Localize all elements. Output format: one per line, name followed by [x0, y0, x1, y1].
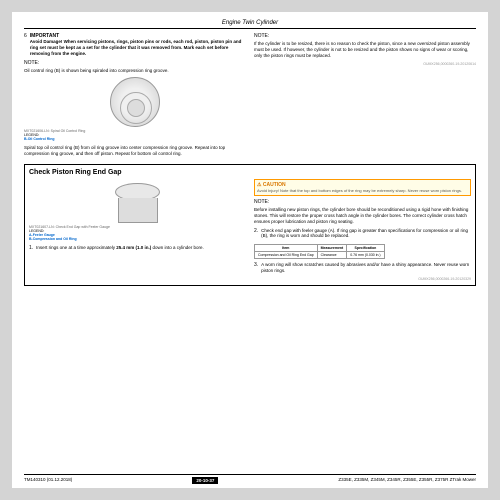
- s2-right: CAUTION Avoid Injury! Note that the top …: [254, 179, 471, 281]
- right-col: NOTE: If the cylinder is to be resized, …: [254, 33, 476, 160]
- page-header: Engine Twin Cylinder: [24, 20, 476, 29]
- rnote-label: NOTE:: [254, 33, 476, 39]
- step1: 1. Insert rings one at a time approximat…: [29, 245, 246, 254]
- spiral-desc: Spiral top oil control ring (B) from oil…: [24, 145, 246, 157]
- model-list: Z335E, Z335M, Z345M, Z345R, Z355E, Z355R…: [338, 477, 476, 484]
- left-col: 6 IMPORTANT Avoid Damage! When servicing…: [24, 33, 246, 160]
- section-title: Check Piston Ring End Gap: [29, 169, 471, 176]
- s2-left: MXT021607-LN: Check End Gap with Feeler …: [29, 179, 246, 281]
- fig1-legend: LEGEND:B-Oil Control Ring: [24, 133, 246, 141]
- doc-id: TM140310 (01.12.2018): [24, 477, 72, 484]
- rnote-text: If the cylinder is to be resized, there …: [254, 41, 476, 59]
- note-text: Oil control ring (B) is shown being spir…: [24, 68, 246, 74]
- caution-text: Avoid Injury! Note that the top and bott…: [257, 188, 468, 193]
- ref1: OUMX256,0000260-19-20120614: [254, 62, 476, 66]
- page-number: 20-10-37: [192, 477, 218, 484]
- note-label: NOTE:: [24, 60, 246, 66]
- s2-note: NOTE:: [254, 199, 471, 205]
- figure-2: MXT021607-LN: Check End Gap with Feeler …: [29, 183, 246, 241]
- s2-note-text: Before installing new piston rings, the …: [254, 207, 471, 225]
- ref2: OUMX256,0000266-19-20120329: [254, 277, 471, 281]
- fig2-legend: LEGEND:A-Feeler GaugeB-Compression and O…: [29, 229, 246, 241]
- step3: 3.A worn ring will show scratches caused…: [254, 262, 471, 277]
- caution-box: CAUTION Avoid Injury! Note that the top …: [254, 179, 471, 196]
- step2: 2.Check end gap with feeler gauge (A). I…: [254, 228, 471, 243]
- spec-table: ItemMeasurementSpecification Compression…: [254, 244, 385, 259]
- section-2: Check Piston Ring End Gap MXT021607-LN: …: [24, 164, 476, 286]
- upper-section: 6 IMPORTANT Avoid Damage! When servicing…: [24, 33, 476, 160]
- footer: TM140310 (01.12.2018) 20-10-37 Z335E, Z3…: [24, 474, 476, 484]
- important-text: Avoid Damage! When servicing pistons, ri…: [30, 39, 246, 57]
- step-num: 6: [24, 33, 27, 60]
- figure-1: MXT021606-LN: Spiral Oil Control Ring LE…: [24, 77, 246, 141]
- page: Engine Twin Cylinder 6 IMPORTANT Avoid D…: [12, 12, 488, 488]
